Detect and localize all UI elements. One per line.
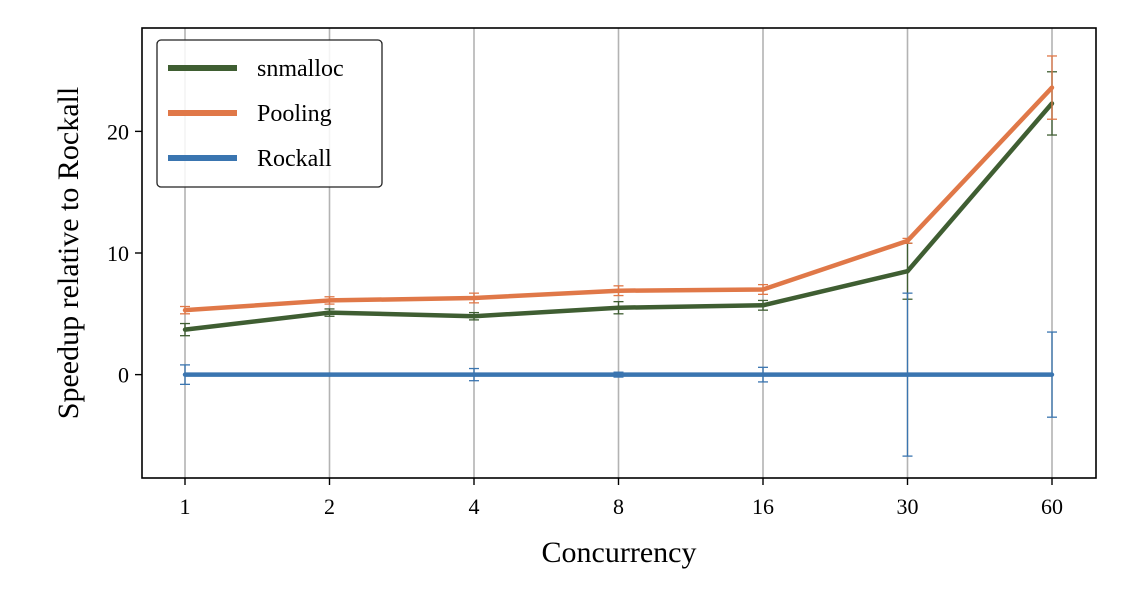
data-point: [327, 372, 332, 377]
axis-ticks: 1 2 4 8 16 30 60 0 10 20: [107, 119, 1063, 519]
data-point: [905, 238, 910, 244]
legend-label: Pooling: [257, 101, 332, 127]
x-tick-label: 2: [324, 494, 335, 519]
x-tick-label: 4: [469, 494, 480, 519]
series-pooling: [180, 55, 1057, 315]
x-tick-label: 30: [897, 494, 919, 519]
x-tick-label: 1: [180, 494, 191, 519]
data-point: [327, 310, 332, 315]
data-point: [327, 298, 332, 303]
x-tick-label: 60: [1041, 494, 1063, 519]
x-tick-label: 8: [613, 494, 624, 519]
series-snmalloc: [180, 71, 1057, 337]
legend-box: [156, 39, 383, 188]
x-axis-label: Concurrency: [542, 536, 697, 569]
data-point: [182, 372, 188, 377]
y-axis-label: Speedup relative to Rockall: [52, 87, 85, 419]
data-point: [471, 372, 477, 377]
legend-label: snmalloc: [257, 56, 344, 82]
data-point: [616, 305, 621, 310]
legend-label: Rockall: [257, 146, 332, 172]
data-point: [760, 303, 766, 308]
y-tick-label: 20: [107, 119, 129, 144]
legend: snmalloc Pooling Rockall: [156, 39, 383, 188]
data-point: [471, 295, 477, 301]
data-point: [471, 314, 477, 319]
series-layer: [180, 55, 1057, 457]
series-rockall: [180, 292, 1057, 457]
data-point: [760, 287, 766, 292]
data-point: [1049, 85, 1055, 90]
x-tick-label: 16: [752, 494, 774, 519]
data-point: [616, 288, 621, 293]
data-point: [905, 269, 910, 274]
data-point: [182, 307, 188, 313]
data-point: [182, 327, 188, 332]
data-point: [905, 372, 910, 377]
data-point: [616, 372, 621, 377]
y-tick-label: 0: [118, 363, 129, 388]
data-point: [1049, 372, 1055, 377]
y-tick-label: 10: [107, 241, 129, 266]
data-point: [760, 372, 766, 377]
